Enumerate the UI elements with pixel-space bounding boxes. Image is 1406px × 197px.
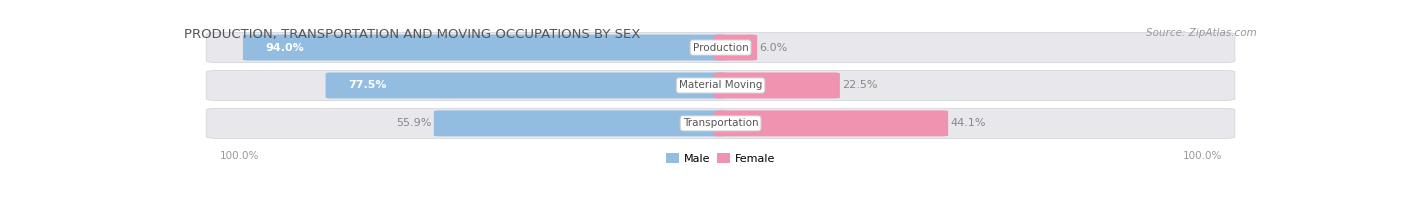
FancyBboxPatch shape — [326, 72, 727, 98]
FancyBboxPatch shape — [434, 110, 727, 136]
Text: 55.9%: 55.9% — [396, 118, 432, 128]
FancyBboxPatch shape — [714, 72, 839, 98]
Text: PRODUCTION, TRANSPORTATION AND MOVING OCCUPATIONS BY SEX: PRODUCTION, TRANSPORTATION AND MOVING OC… — [184, 28, 641, 41]
Text: 100.0%: 100.0% — [1182, 151, 1222, 161]
Text: Production: Production — [693, 43, 748, 53]
Text: 44.1%: 44.1% — [950, 118, 986, 128]
Legend: Male, Female: Male, Female — [662, 149, 779, 168]
FancyBboxPatch shape — [714, 110, 948, 136]
FancyBboxPatch shape — [207, 108, 1234, 138]
Text: 6.0%: 6.0% — [759, 43, 787, 53]
Text: 77.5%: 77.5% — [349, 80, 387, 90]
Text: 100.0%: 100.0% — [219, 151, 259, 161]
FancyBboxPatch shape — [714, 34, 758, 60]
FancyBboxPatch shape — [207, 33, 1234, 63]
Text: Transportation: Transportation — [683, 118, 758, 128]
FancyBboxPatch shape — [243, 34, 727, 60]
Text: 22.5%: 22.5% — [842, 80, 877, 90]
Text: Source: ZipAtlas.com: Source: ZipAtlas.com — [1146, 28, 1257, 38]
FancyBboxPatch shape — [207, 70, 1234, 100]
Text: Material Moving: Material Moving — [679, 80, 762, 90]
Text: 94.0%: 94.0% — [266, 43, 305, 53]
